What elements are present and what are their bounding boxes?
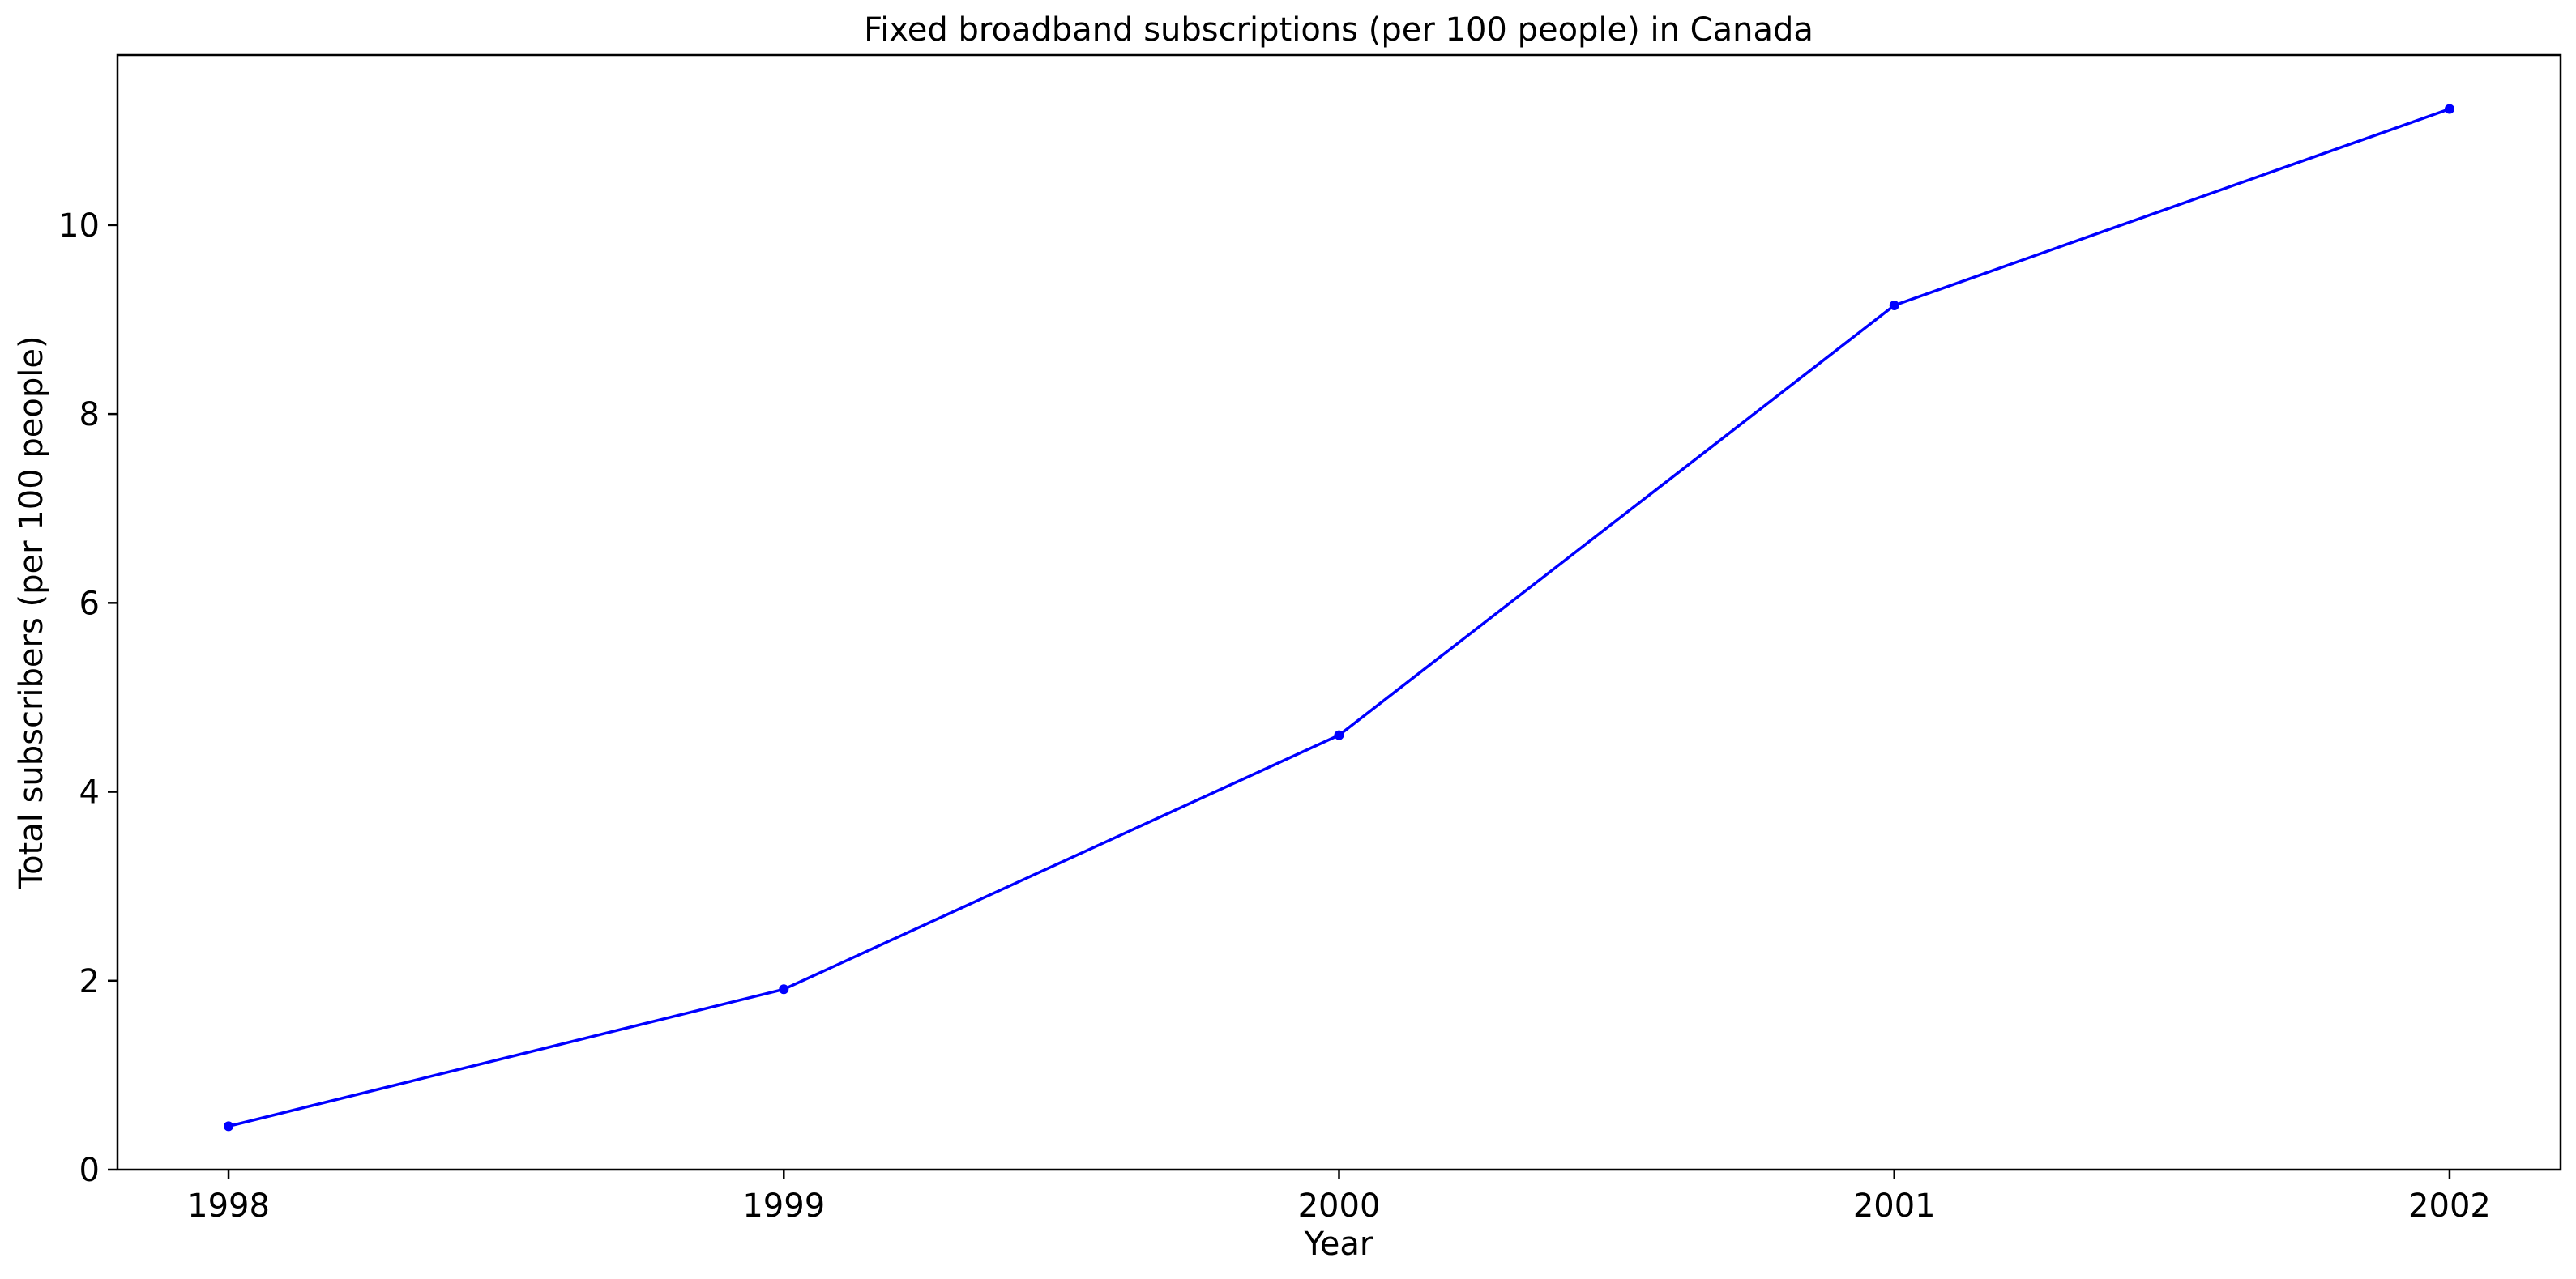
data-point <box>779 984 789 995</box>
y-axis-label: Total subscribers (per 100 people) <box>13 335 50 889</box>
x-axis-ticks: 1998 1999 2000 2001 2002 <box>187 1170 2491 1225</box>
data-point <box>224 1121 234 1132</box>
y-axis-ticks: 0 2 4 6 8 10 <box>58 207 117 1189</box>
x-tick-label: 2000 <box>1298 1187 1381 1225</box>
x-tick-label: 2002 <box>2408 1187 2491 1225</box>
x-axis-label: Year <box>1304 1226 1373 1263</box>
plot-area-frame <box>116 53 2562 1171</box>
x-tick-label: 1998 <box>187 1187 270 1225</box>
series-points <box>224 104 2454 1132</box>
data-point <box>2444 104 2454 114</box>
y-tick-label: 8 <box>79 396 100 433</box>
y-tick-label: 0 <box>79 1152 100 1189</box>
x-tick-label: 2001 <box>1853 1187 1936 1225</box>
y-tick-label: 6 <box>79 585 100 622</box>
x-tick-label: 1999 <box>742 1187 825 1225</box>
y-tick-label: 2 <box>79 963 100 1000</box>
data-point <box>1334 730 1344 740</box>
chart-title: Fixed broadband subscriptions (per 100 p… <box>864 11 1813 49</box>
y-tick-label: 4 <box>79 774 100 812</box>
data-point <box>1889 301 1899 311</box>
y-tick-label: 10 <box>58 207 100 245</box>
